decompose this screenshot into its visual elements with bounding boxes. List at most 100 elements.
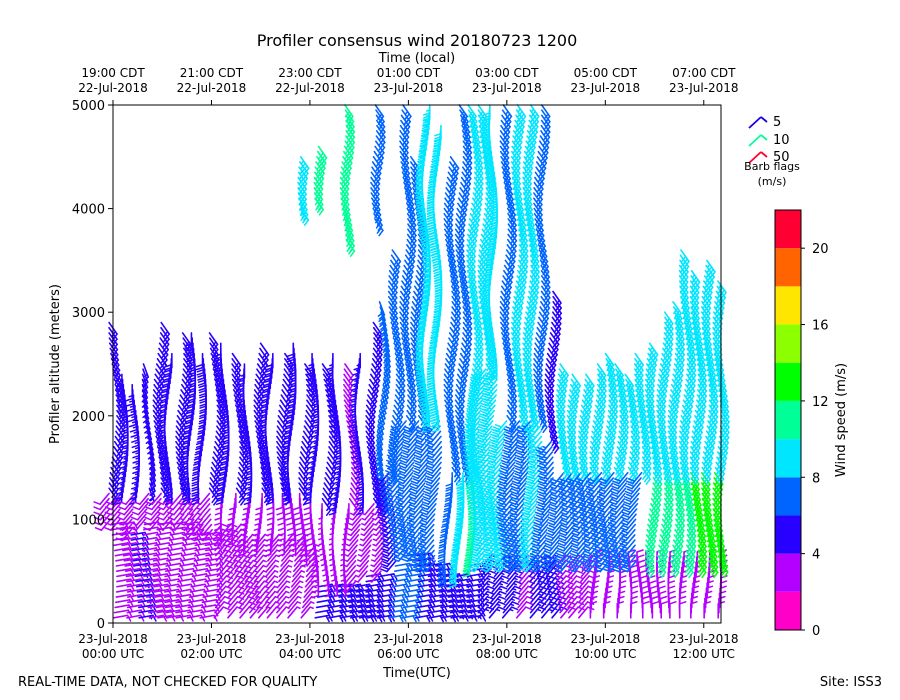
barb-staff bbox=[153, 552, 169, 557]
barb-half-feather bbox=[342, 537, 347, 541]
barb-staff bbox=[127, 593, 143, 598]
barb-staff bbox=[154, 542, 170, 547]
barb-feather bbox=[159, 408, 168, 412]
barb-feather bbox=[117, 480, 126, 485]
barb-feather bbox=[144, 428, 151, 434]
barb-feather bbox=[94, 527, 103, 531]
barb-half-feather bbox=[351, 426, 357, 429]
barb-half-feather bbox=[323, 584, 329, 587]
wind-barb bbox=[133, 492, 150, 506]
barb-half-feather bbox=[144, 415, 149, 419]
barb-feather bbox=[157, 426, 166, 430]
barb-feather bbox=[164, 338, 170, 346]
barb-staff bbox=[126, 604, 143, 609]
barb-half-feather bbox=[359, 488, 364, 491]
barb-feather bbox=[105, 501, 113, 505]
barb-half-feather bbox=[332, 589, 338, 593]
barb-column-5 bbox=[156, 352, 190, 622]
barb-feather bbox=[155, 552, 161, 560]
barb-half-feather bbox=[151, 477, 155, 481]
barb-half-feather bbox=[331, 410, 337, 414]
barb-feather bbox=[130, 486, 139, 490]
barb-feather bbox=[147, 448, 154, 455]
barb-half-feather bbox=[358, 483, 364, 486]
barb-feather bbox=[144, 531, 149, 539]
barb-feather bbox=[94, 521, 102, 526]
barb-feather bbox=[127, 413, 135, 418]
barb-feather bbox=[147, 454, 155, 460]
barb-half-feather bbox=[319, 553, 324, 556]
wind-barb bbox=[152, 573, 171, 581]
barb-half-feather bbox=[324, 589, 329, 593]
barb-staff bbox=[100, 513, 111, 526]
barb-feather bbox=[158, 451, 167, 456]
barb-staff bbox=[99, 503, 110, 516]
barb-half-feather bbox=[144, 373, 148, 378]
barb-feather bbox=[139, 614, 145, 622]
barb-half-feather bbox=[120, 400, 125, 403]
barb-feather bbox=[161, 472, 170, 477]
barb-feather bbox=[93, 511, 101, 516]
barb-staff bbox=[115, 593, 131, 598]
barb-feather bbox=[116, 379, 122, 387]
barb-staff bbox=[141, 542, 158, 547]
barb-half-feather bbox=[336, 472, 341, 476]
barb-feather bbox=[120, 434, 129, 438]
barb-half-feather bbox=[150, 492, 155, 497]
barb-feather bbox=[128, 423, 137, 428]
barb-half-feather bbox=[134, 441, 140, 445]
wind-barb bbox=[164, 599, 183, 607]
barb-half-feather bbox=[359, 498, 364, 502]
barb-staff bbox=[116, 583, 132, 588]
barb-staff bbox=[143, 578, 160, 583]
barb-feather bbox=[115, 467, 122, 475]
barb-half-feather bbox=[340, 548, 346, 551]
barb-feather bbox=[156, 521, 165, 526]
barb-half-feather bbox=[239, 405, 245, 408]
barb-staff bbox=[115, 567, 132, 573]
wind-barb bbox=[114, 604, 133, 612]
barb-half-feather bbox=[314, 410, 319, 414]
barb-feather bbox=[149, 474, 156, 481]
barb-half-feather bbox=[355, 369, 361, 372]
barb-half-feather bbox=[240, 410, 245, 414]
barb-feather bbox=[156, 511, 165, 516]
barb-half-feather bbox=[318, 543, 323, 546]
barb-staff bbox=[122, 547, 138, 552]
barb-staff bbox=[143, 573, 159, 578]
barb-half-feather bbox=[336, 457, 342, 460]
barb-staff bbox=[154, 599, 171, 604]
barb-feather bbox=[132, 506, 140, 511]
barb-half-feather bbox=[243, 436, 249, 439]
barb-feather bbox=[115, 532, 124, 537]
barb-half-feather bbox=[329, 558, 334, 562]
barb-staff bbox=[152, 578, 169, 583]
barb-feather bbox=[159, 405, 168, 409]
barb-half-feather bbox=[122, 415, 127, 419]
barb-half-feather bbox=[134, 472, 140, 476]
barb-half-feather bbox=[143, 383, 148, 388]
barb-feather bbox=[161, 397, 169, 402]
barb-staff bbox=[113, 609, 130, 614]
barb-staff bbox=[122, 513, 133, 526]
barb-feather bbox=[129, 429, 138, 433]
barb-feather bbox=[119, 465, 128, 469]
barb-feather bbox=[163, 488, 172, 492]
barb-half-feather bbox=[353, 441, 358, 445]
wind-barb bbox=[126, 604, 146, 612]
barb-staff bbox=[144, 583, 160, 588]
barb-feather bbox=[128, 418, 136, 423]
top-tick-time: 21:00 CDT bbox=[180, 66, 244, 80]
top-tick-date: 23-Jul-2018 bbox=[669, 81, 739, 95]
barb-half-feather bbox=[143, 378, 148, 383]
barb-staff bbox=[137, 503, 149, 516]
barb-feather bbox=[119, 501, 127, 505]
barb-half-feather bbox=[330, 400, 335, 403]
barb-half-feather bbox=[351, 400, 357, 403]
barb-half-feather bbox=[332, 415, 337, 419]
wind-barb bbox=[115, 593, 134, 601]
barb-feather bbox=[160, 374, 166, 382]
barb-half-feather bbox=[135, 451, 140, 455]
barb-half-feather bbox=[242, 426, 247, 429]
